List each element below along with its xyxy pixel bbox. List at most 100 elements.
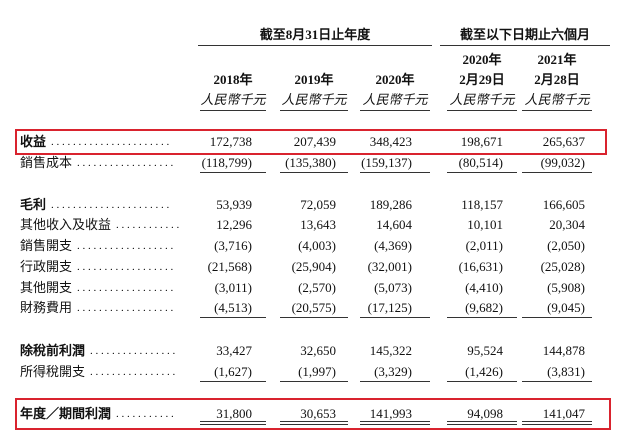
cell-value: (118,799) [201,155,252,170]
cell-value: (1,426) [465,364,503,379]
row-label: 銷售開支 [20,238,73,253]
leader-dots: . . . . . . . . . . . . . . . . [90,366,176,378]
cell-value: 118,157 [461,197,503,212]
rule [522,110,592,111]
cell-value: 145,322 [369,343,412,358]
cell-value: 95,524 [467,343,503,358]
rule [360,424,430,425]
row-label: 其他收入及收益 [20,217,112,232]
rule [447,421,517,422]
cell-value: 10,101 [467,217,503,232]
cell-value: (5,073) [374,280,412,295]
leader-dots: . . . . . . . . . . . . . . . . [90,345,176,357]
rule [522,381,592,382]
column-unit: 人民幣千元 [524,92,590,107]
group-header: 截至8月31日止年度 [259,27,371,42]
cell-value: (4,410) [465,280,503,295]
rule [447,172,517,173]
rule [280,172,348,173]
cell-value: (1,997) [298,364,336,379]
cell-value: (4,513) [214,300,252,315]
cell-value: 13,643 [300,217,336,232]
leader-dots: . . . . . . . . . . . . . . . . . . [77,302,174,314]
row-label: 年度／期間利潤 [20,406,112,421]
column-unit: 人民幣千元 [449,92,515,107]
cell-value: (80,514) [458,155,503,170]
cell-value: (2,050) [547,238,585,253]
cell-value: (16,631) [458,259,503,274]
cell-value: 12,296 [216,217,252,232]
cell-value: (3,831) [547,364,585,379]
cell-value: 14,604 [376,217,412,232]
cell-value: 348,423 [369,134,412,149]
column-year: 2020年 [462,52,502,67]
leader-dots: . . . . . . . . . . . [116,408,174,420]
rule [360,381,430,382]
highlight-box [15,398,611,430]
column-unit: 人民幣千元 [281,92,347,107]
rule [447,110,517,111]
cell-value: 189,286 [369,197,412,212]
rule [200,317,266,318]
rule [447,317,517,318]
rule [198,45,432,46]
cell-value: 144,878 [542,343,585,358]
rule [280,381,348,382]
row-label: 所得稅開支 [20,364,86,379]
rule [280,317,348,318]
cell-value: (25,028) [540,259,585,274]
rule [360,172,430,173]
rule [522,317,592,318]
rule [200,172,266,173]
column-year: 2018年 [213,72,253,87]
cell-value: 33,427 [216,343,252,358]
highlight-box [15,129,607,155]
rule [200,110,266,111]
column-date: 2月28日 [534,72,580,87]
column-unit: 人民幣千元 [200,92,266,107]
rule [200,421,266,422]
cell-value: (159,137) [361,155,412,170]
cell-value: (135,380) [285,155,336,170]
rule [280,110,348,111]
leader-dots: . . . . . . . . . . . . . . . . . . [77,282,174,294]
cell-value: (32,001) [367,259,412,274]
cell-value: (25,904) [291,259,336,274]
cell-value: (1,627) [214,364,252,379]
row-label: 其他開支 [20,280,73,295]
column-year: 2020年 [375,72,415,87]
row-label: 毛利 [20,197,47,212]
cell-value: (21,568) [207,259,252,274]
rule [360,317,430,318]
leader-dots: . . . . . . . . . . . . . . . . . . [77,157,174,169]
cell-value: (17,125) [367,300,412,315]
cell-value: (3,329) [374,364,412,379]
cell-value: (4,369) [374,238,412,253]
row-label: 除稅前利潤 [20,343,86,358]
cell-value: 207,439 [293,134,336,149]
cell-value: (4,003) [298,238,336,253]
column-date: 2月29日 [459,72,505,87]
cell-value: (99,032) [540,155,585,170]
cell-value: (2,011) [465,238,503,253]
cell-value: (5,908) [547,280,585,295]
cell-value: (9,045) [547,300,585,315]
cell-value: 265,637 [542,134,585,149]
rule [440,45,610,46]
cell-value: 20,304 [549,217,585,232]
rule [360,110,430,111]
cell-value: 141,993 [369,406,412,421]
leader-dots: . . . . . . . . . . . . . . . . . . [77,261,174,273]
column-unit: 人民幣千元 [362,92,428,107]
cell-value: (20,575) [291,300,336,315]
leader-dots: . . . . . . . . . . . . . . . . . . [77,240,174,252]
rule [200,424,266,425]
cell-value: 94,098 [467,406,503,421]
cell-value: 31,800 [216,406,252,421]
rule [280,424,348,425]
leader-dots: . . . . . . . . . . . . . . . . . . . . … [51,136,170,148]
cell-value: (3,011) [214,280,252,295]
leader-dots: . . . . . . . . . . . . [116,219,180,231]
rule [447,381,517,382]
